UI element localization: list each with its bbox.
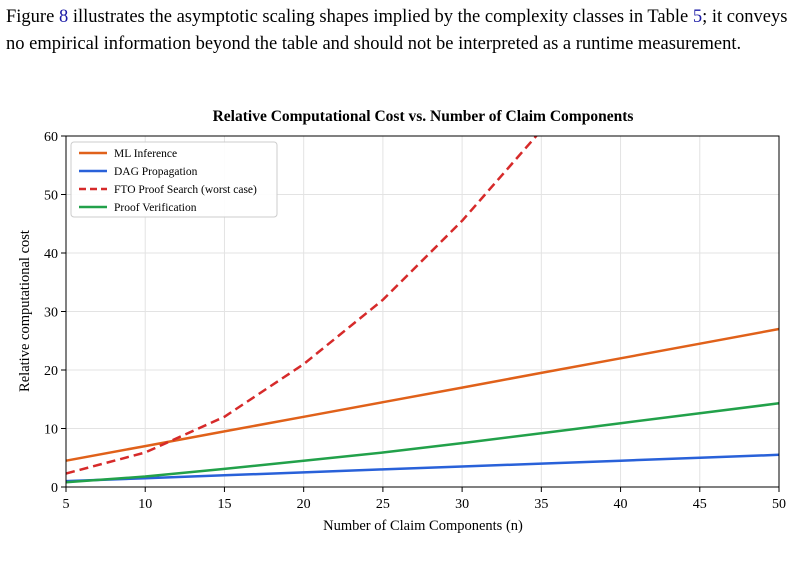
x-axis-label: Number of Claim Components (n) [323, 518, 523, 534]
x-tick-label: 35 [534, 497, 548, 512]
legend-label: DAG Propagation [114, 166, 198, 178]
series-line-4 [65, 402, 780, 484]
series-line-3 [66, 136, 538, 475]
x-tick-label: 30 [455, 497, 469, 512]
legend: ML Inference DAG Propagation FTO Proof Sea… [70, 141, 278, 218]
y-tick-label: 20 [44, 364, 58, 379]
table-reference-link[interactable]: 5 [692, 7, 703, 27]
legend-label: ML Inference [114, 148, 177, 160]
line-chart: Relative Computational Cost vs. Number o… [17, 108, 786, 534]
x-tick-label: 15 [217, 497, 231, 512]
y-tick-label: 40 [44, 247, 58, 262]
intro-text-1: Figure [6, 7, 59, 27]
legend-label: FTO Proof Search (worst case) [114, 184, 257, 196]
x-tick-label: 5 [63, 497, 70, 512]
chart-title: Relative Computational Cost vs. Number o… [213, 108, 634, 125]
series-lines [65, 136, 780, 484]
x-axis-ticks: 5 10 15 20 25 30 35 40 45 50 [63, 487, 786, 512]
x-tick-label: 10 [138, 497, 152, 512]
legend-box [70, 141, 278, 218]
y-tick-label: 50 [44, 189, 58, 204]
y-axis-label: Relative computational cost [17, 230, 33, 392]
x-tick-label: 40 [614, 497, 628, 512]
figure-reference-link[interactable]: 8 [58, 7, 69, 27]
x-tick-label: 20 [297, 497, 311, 512]
series-line-1 [65, 327, 780, 462]
series-line-2 [65, 453, 780, 483]
intro-paragraph: Figure 8 illustrates the asymptotic scal… [6, 4, 801, 58]
y-axis-ticks: 0 10 20 30 40 50 60 [44, 130, 66, 496]
intro-text-2: illustrates the asymptotic scaling shape… [68, 7, 693, 27]
x-tick-label: 50 [772, 497, 786, 512]
x-tick-label: 45 [693, 497, 707, 512]
x-tick-label: 25 [376, 497, 390, 512]
y-tick-label: 0 [51, 481, 58, 496]
intro-text-3: ; it conveys no empirical information be… [6, 7, 788, 54]
y-tick-label: 60 [44, 130, 58, 145]
y-tick-label: 10 [44, 423, 58, 438]
y-tick-label: 30 [44, 306, 58, 321]
legend-label: Proof Verification [114, 202, 197, 214]
